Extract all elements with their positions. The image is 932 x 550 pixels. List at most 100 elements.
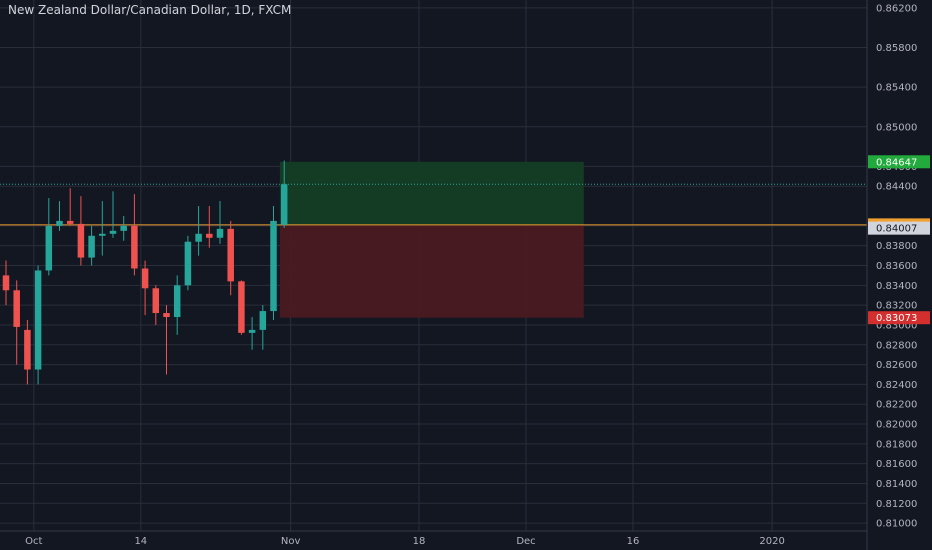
- candle[interactable]: [131, 194, 138, 276]
- y-tick-label: 0.83000: [876, 320, 917, 331]
- candle-body: [184, 241, 192, 286]
- candle-body: [88, 235, 95, 258]
- y-tick-label: 0.81000: [876, 519, 917, 530]
- y-tick-label: 0.82000: [876, 420, 917, 431]
- target-zone[interactable]: [279, 161, 584, 225]
- candle[interactable]: [13, 280, 20, 365]
- candle-body: [280, 184, 288, 225]
- candle-body: [270, 220, 277, 312]
- candle-body: [238, 281, 245, 333]
- y-tick-label: 0.81200: [876, 499, 917, 510]
- time-axis[interactable]: Oct 14 Nov 18 Dec 16 2020: [25, 536, 785, 547]
- price-lines: [0, 183, 867, 226]
- x-tick-label: Dec: [516, 536, 535, 547]
- y-tick-label: 0.81800: [876, 439, 917, 450]
- candle[interactable]: [184, 235, 192, 291]
- y-tick-label: 0.83800: [876, 241, 917, 252]
- y-tick-label: 0.86200: [876, 3, 917, 14]
- candle[interactable]: [227, 220, 234, 296]
- y-tick-label: 0.82600: [876, 360, 917, 371]
- candle-body: [120, 225, 127, 231]
- target-price-badge-label: 0.84647: [876, 157, 917, 168]
- candle-body: [24, 329, 31, 370]
- y-tick-label: 0.85800: [876, 43, 917, 54]
- current-price-badge-bg: [868, 221, 930, 235]
- candle-body: [152, 288, 160, 314]
- candle[interactable]: [2, 260, 10, 306]
- stop-zone[interactable]: [279, 224, 584, 318]
- candle[interactable]: [34, 265, 42, 385]
- candle[interactable]: [99, 201, 106, 256]
- current-price-badge: 0.84007: [868, 221, 930, 235]
- y-tick-label: 0.83200: [876, 301, 917, 312]
- candle-body: [2, 275, 10, 291]
- candle-body: [45, 225, 53, 271]
- x-tick-label: 14: [134, 536, 147, 547]
- candle[interactable]: [163, 305, 170, 375]
- y-tick-label: 0.84400: [876, 182, 917, 193]
- position-zones[interactable]: [279, 161, 584, 318]
- candle[interactable]: [77, 196, 85, 266]
- stop-price-badge-bg: [868, 311, 930, 325]
- y-tick-label: 0.81600: [876, 459, 917, 470]
- current-price-badge-label: 0.84007: [876, 224, 917, 235]
- candle[interactable]: [238, 280, 245, 335]
- candle[interactable]: [141, 260, 149, 316]
- candles[interactable]: [2, 160, 288, 385]
- candle-body: [34, 270, 42, 370]
- y-tick-label: 0.82400: [876, 380, 917, 391]
- candle[interactable]: [259, 305, 267, 350]
- candle[interactable]: [66, 188, 74, 226]
- candle[interactable]: [45, 198, 53, 276]
- x-tick-label: 16: [627, 536, 640, 547]
- candle-body: [99, 233, 106, 236]
- x-tick-label: 2020: [759, 536, 784, 547]
- x-tick-label: Nov: [281, 536, 301, 547]
- stop-price-badge: 0.83073: [868, 311, 930, 325]
- candle[interactable]: [120, 215, 127, 241]
- candle-body: [109, 230, 117, 234]
- y-tick-label: 0.81400: [876, 479, 917, 490]
- candle-body: [259, 311, 267, 330]
- candle-body: [248, 329, 256, 333]
- candle[interactable]: [280, 160, 288, 228]
- candle[interactable]: [195, 206, 202, 256]
- candle-body: [227, 228, 234, 282]
- target-price-badge: 0.84647: [868, 155, 930, 169]
- y-tick-label: 0.82800: [876, 340, 917, 351]
- target-price-badge-bg: [868, 155, 930, 169]
- y-tick-label: 0.83400: [876, 281, 917, 292]
- candle[interactable]: [216, 201, 224, 244]
- y-tick-label: 0.82200: [876, 400, 917, 411]
- candle[interactable]: [270, 206, 277, 320]
- candle[interactable]: [109, 191, 117, 238]
- candle-body: [77, 223, 85, 258]
- candle-body: [206, 233, 213, 238]
- y-tick-label: 0.85400: [876, 83, 917, 94]
- price-axis[interactable]: 0.862000.858000.854000.850000.846000.844…: [876, 3, 917, 529]
- candle-body: [195, 233, 202, 242]
- candle-body: [216, 228, 224, 238]
- x-tick-label: Oct: [25, 536, 42, 547]
- candle[interactable]: [206, 206, 213, 248]
- candle-body: [141, 268, 149, 289]
- y-tick-label: 0.83600: [876, 261, 917, 272]
- candle-body: [163, 313, 170, 318]
- stop-price-badge-label: 0.83073: [876, 313, 917, 324]
- candle-body: [66, 220, 74, 224]
- candle-body: [56, 220, 63, 226]
- candle[interactable]: [24, 319, 31, 385]
- candle[interactable]: [152, 285, 160, 325]
- candle[interactable]: [88, 225, 95, 266]
- candle[interactable]: [248, 317, 256, 350]
- candle[interactable]: [173, 275, 181, 335]
- x-tick-label: 18: [413, 536, 426, 547]
- candle[interactable]: [56, 201, 63, 231]
- chart-title: New Zealand Dollar/Canadian Dollar, 1D, …: [8, 3, 292, 17]
- candle-body: [13, 290, 20, 327]
- candle-body: [131, 225, 138, 269]
- y-tick-label: 0.85000: [876, 122, 917, 133]
- candle-body: [173, 285, 181, 318]
